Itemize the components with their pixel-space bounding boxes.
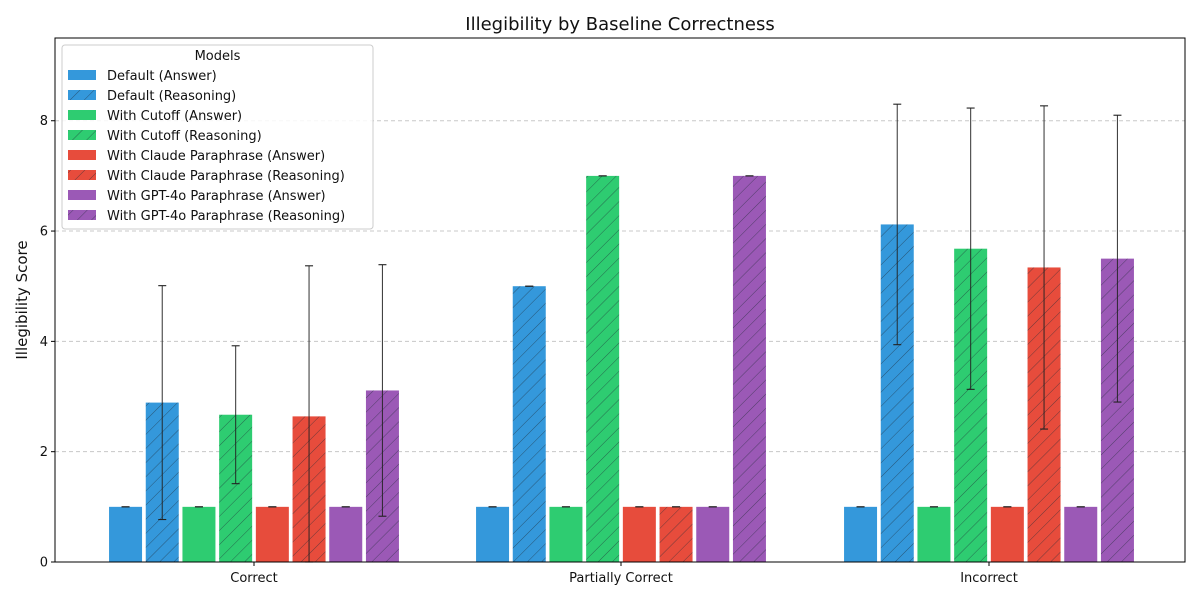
legend-label: With Cutoff (Answer): [107, 109, 242, 124]
legend-label: With GPT-4o Paraphrase (Reasoning): [107, 209, 345, 224]
x-tick-label: Partially Correct: [569, 571, 673, 586]
bar: [1064, 506, 1098, 562]
legend-item: With GPT-4o Paraphrase (Reasoning): [68, 209, 345, 224]
bar: [109, 506, 143, 562]
legend-label: With Claude Paraphrase (Reasoning): [107, 169, 345, 184]
legend-swatch: [68, 130, 96, 140]
bar: [549, 506, 583, 562]
legend-swatch: [68, 90, 96, 100]
legend-swatch: [68, 190, 96, 200]
legend-swatch: [68, 170, 96, 180]
plot-frame: [54, 37, 1186, 563]
legend-item: Default (Reasoning): [68, 89, 236, 104]
legend-swatch: [68, 70, 96, 80]
legend-label: With Claude Paraphrase (Answer): [107, 149, 325, 164]
legend-box: [61, 44, 374, 230]
bar: [917, 506, 951, 562]
x-tick-label: Incorrect: [960, 571, 1018, 586]
gridlines: [55, 120, 1185, 453]
x-axis-ticks: Correct Partially Correct Incorrect: [230, 562, 1018, 586]
legend-swatch: [68, 210, 96, 220]
y-tick-label: 8: [40, 114, 48, 129]
bar: [696, 506, 730, 562]
y-tick-label: 4: [40, 335, 48, 350]
bars-layer: [109, 175, 1134, 563]
error-bar: [1040, 105, 1049, 430]
y-axis-label: Illegibility Score: [13, 240, 31, 359]
error-bar: [966, 107, 975, 390]
error-bar: [158, 285, 167, 521]
y-tick-label: 0: [40, 556, 48, 571]
bar: [512, 286, 546, 562]
legend-title: Models: [195, 49, 241, 64]
y-tick-label: 2: [40, 445, 48, 460]
chart-title: Illegibility by Baseline Correctness: [465, 14, 774, 35]
bar: [586, 175, 620, 563]
y-tick-label: 6: [40, 225, 48, 240]
bar: [182, 506, 216, 562]
legend-label: With Cutoff (Reasoning): [107, 129, 262, 144]
bar: [844, 506, 878, 562]
legend-swatch: [68, 110, 96, 120]
error-bar: [893, 103, 902, 346]
legend-item: With GPT-4o Paraphrase (Answer): [68, 189, 326, 204]
bar: [476, 506, 510, 562]
legend-item: With Cutoff (Reasoning): [68, 129, 262, 144]
legend: Models Default (Answer) Default (Reasoning…: [61, 44, 374, 230]
legend-item: With Cutoff (Answer): [68, 109, 242, 124]
legend-label: Default (Reasoning): [107, 89, 236, 104]
bar: [622, 506, 656, 562]
legend-swatch: [68, 150, 96, 160]
error-bar: [378, 264, 387, 517]
bar: [732, 175, 766, 563]
error-bar: [231, 345, 240, 485]
legend-item: With Claude Paraphrase (Reasoning): [68, 169, 345, 184]
legend-item: With Claude Paraphrase (Answer): [68, 149, 325, 164]
legend-item: Default (Answer): [68, 69, 217, 84]
error-bar: [1113, 114, 1122, 403]
bar: [659, 506, 693, 562]
bar: [990, 506, 1024, 562]
bar: [329, 506, 363, 562]
error-bars-layer: [121, 103, 1122, 563]
y-axis-ticks: 0 2 4 6 8: [40, 114, 55, 571]
bar: [255, 506, 289, 562]
legend-label: With GPT-4o Paraphrase (Answer): [107, 189, 326, 204]
x-tick-label: Correct: [230, 571, 277, 586]
legend-label: Default (Answer): [107, 69, 217, 84]
